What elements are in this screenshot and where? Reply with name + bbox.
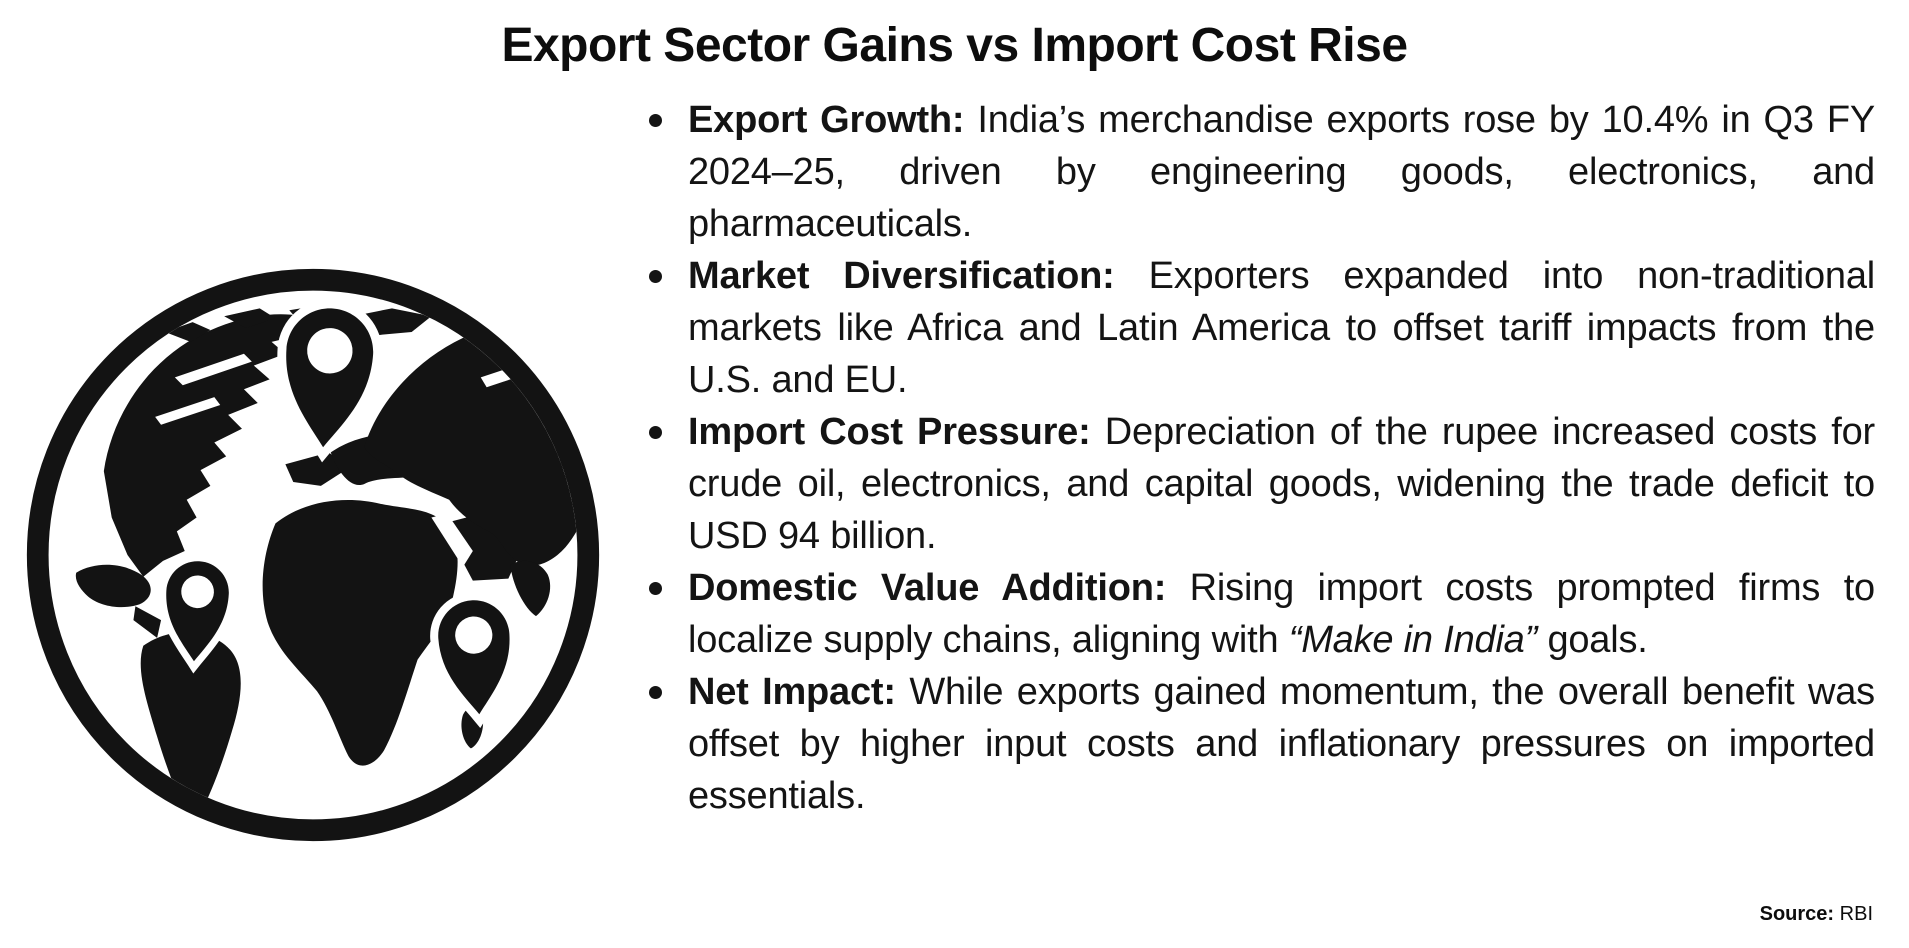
source-value: RBI — [1839, 903, 1873, 925]
bullet-icon — [649, 114, 662, 127]
item-label: Domestic Value Addition: — [688, 567, 1167, 609]
item-text-italic: “Make in India” — [1288, 619, 1538, 661]
bullet-icon — [649, 270, 662, 283]
list-item-import-cost-pressure: Import Cost Pressure: Depreciation of th… — [647, 406, 1875, 562]
bullet-icon — [649, 426, 662, 439]
item-label: Export Growth: — [688, 99, 965, 141]
list-item-market-diversification: Market Diversification: Exporters expand… — [647, 250, 1875, 406]
list-item-net-impact: Net Impact: While exports gained momentu… — [647, 666, 1875, 822]
key-points-list: Export Growth: India’s merchandise expor… — [647, 94, 1875, 822]
source-label: Source: — [1759, 903, 1835, 925]
pin-south-america-icon — [159, 554, 236, 674]
item-text: India’s merchandise exports rose by 10.4… — [688, 99, 1875, 245]
item-text-after: goals. — [1547, 619, 1648, 661]
list-item-export-growth: Export Growth: India’s merchandise expor… — [647, 94, 1875, 250]
pin-africa-icon — [430, 592, 518, 729]
continents — [75, 306, 578, 820]
item-text: Exporters expanded into non-traditional … — [688, 255, 1876, 401]
list-item-domestic-value-addition: Domestic Value Addition: Rising import c… — [647, 562, 1875, 666]
pin-europe-icon — [277, 299, 382, 463]
item-label: Market Diversification: — [688, 255, 1115, 297]
item-label: Import Cost Pressure: — [688, 411, 1091, 453]
bullet-icon — [649, 686, 662, 699]
item-text: Rising import costs prompted firms to lo… — [688, 567, 1875, 661]
page-title: Export Sector Gains vs Import Cost Rise — [501, 19, 1408, 72]
bullet-icon — [649, 582, 662, 595]
item-text: While exports gained momentum, the overa… — [688, 671, 1875, 817]
item-label: Net Impact: — [688, 671, 896, 713]
item-text: Depreciation of the rupee increased cost… — [688, 411, 1875, 557]
source-attribution: Source: RBI — [1760, 903, 1873, 926]
globe-map-pins-icon — [26, 268, 600, 842]
